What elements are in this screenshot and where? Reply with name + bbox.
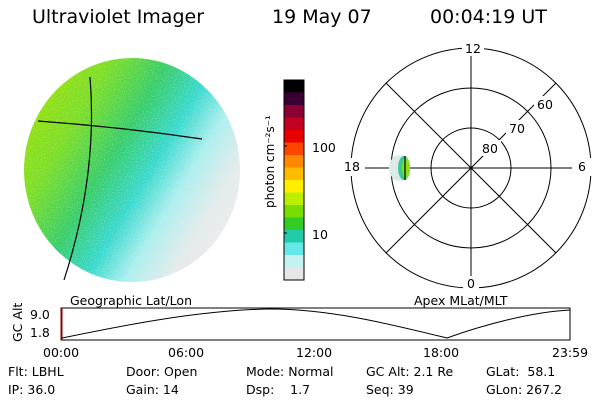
colorbar-tick-10: 10 — [312, 227, 328, 242]
earth-view-caption: Geographic Lat/Lon — [70, 293, 192, 308]
polar-plot: 12 18 6 0 60 70 80 — [339, 40, 592, 290]
colorbar-unit-label: photon cm⁻²s⁻¹ — [263, 115, 277, 208]
colorbar-band — [284, 105, 304, 118]
colorbar-band — [284, 267, 304, 281]
glat-info: GLat: 58.1 — [486, 364, 556, 379]
gain-info: Gain: 14 — [126, 382, 179, 397]
colorbar-band — [284, 155, 304, 168]
lat-label-80: 80 — [482, 141, 498, 156]
colorbar-band — [284, 242, 304, 256]
lon-line — [63, 76, 93, 281]
instrument-title: Ultraviolet Imager — [32, 6, 205, 28]
gc-alt-info: GC Alt: 2.1 Re — [366, 364, 454, 379]
colorbar-band — [284, 180, 304, 193]
altitude-tick-high: 9.0 — [30, 307, 50, 322]
altitude-axis-label: GC Alt — [10, 303, 25, 342]
colorbar-band — [284, 217, 304, 231]
time-label: 00:04:19 UT — [430, 6, 547, 28]
altitude-tick-low: 1.8 — [30, 325, 50, 340]
time-tick-2359: 23:59 — [552, 345, 589, 360]
date-label: 19 May 07 — [272, 6, 372, 28]
altitude-curve — [61, 308, 571, 339]
filter-info: Flt: LBHL — [8, 364, 64, 379]
colorbar-band — [284, 205, 304, 218]
colorbar-band — [284, 167, 304, 181]
time-tick-1200: 12:00 — [296, 345, 333, 360]
mlt-label-12: 12 — [465, 41, 481, 56]
polar-plot-caption: Apex MLat/MLT — [414, 293, 508, 308]
colorbar-band — [284, 255, 304, 268]
glon-info: GLon: 267.2 — [486, 382, 562, 397]
mode-info: Mode: Normal — [246, 364, 334, 379]
mlt-label-18: 18 — [344, 159, 360, 174]
colorbar-band — [284, 130, 304, 143]
dsp-info: Dsp: 1.7 — [246, 382, 311, 397]
time-tick-0000: 00:00 — [43, 345, 80, 360]
lat-label-70: 70 — [509, 121, 525, 136]
earth-disk-image — [24, 58, 240, 282]
ip-info: IP: 36.0 — [8, 382, 56, 397]
colorbar-tick-100: 100 — [312, 140, 336, 155]
colorbar-band — [284, 142, 304, 156]
lat-line — [37, 120, 203, 140]
mlt-label-6: 6 — [578, 159, 586, 174]
colorbar-band — [284, 117, 304, 131]
lat-label-60: 60 — [537, 97, 553, 112]
colorbar: photon cm⁻²s⁻¹ — [263, 79, 305, 281]
colorbar-band — [284, 92, 304, 106]
altitude-track: GC Alt — [10, 303, 571, 342]
colorbar-band — [284, 230, 304, 243]
colorbar-band — [284, 80, 304, 93]
time-tick-1800: 18:00 — [423, 345, 460, 360]
seq-info: Seq: 39 — [366, 382, 414, 397]
colorbar-band — [284, 192, 304, 206]
mlt-label-0: 0 — [467, 276, 475, 290]
door-info: Door: Open — [126, 364, 198, 379]
time-tick-0600: 06:00 — [168, 345, 205, 360]
